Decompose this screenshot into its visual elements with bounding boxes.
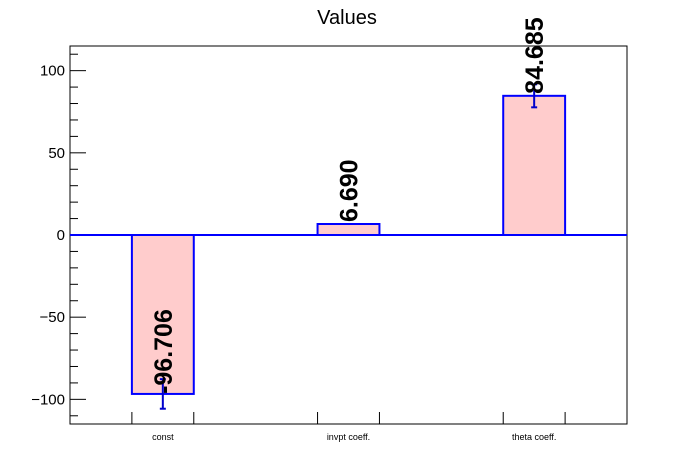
plot-area: −100 −50 0 50 100 const invpt coeff. theta coe… [31, 17, 628, 442]
x-tick-label: invpt coeff. [327, 432, 370, 442]
error-bars [159, 83, 538, 410]
bars [130, 94, 567, 395]
chart-title: Values [317, 7, 377, 29]
data-label: 6.690 [336, 159, 364, 222]
data-label: -96.706 [150, 309, 178, 394]
data-label: 84.685 [521, 17, 549, 94]
bar [130, 234, 195, 395]
bar [316, 223, 381, 236]
y-tick-label: −100 [31, 391, 65, 408]
data-labels: -96.706 6.690 84.685 [150, 17, 549, 394]
y-tick-label: 100 [40, 63, 65, 80]
x-tick-label: theta coeff. [512, 432, 556, 442]
x-axis: const invpt coeff. theta coeff. [131, 412, 566, 442]
y-tick-label: 50 [48, 145, 65, 162]
bar [502, 94, 567, 237]
x-tick-label: const [152, 432, 174, 442]
y-tick-label: 0 [57, 227, 65, 244]
y-tick-label: −50 [40, 309, 65, 326]
